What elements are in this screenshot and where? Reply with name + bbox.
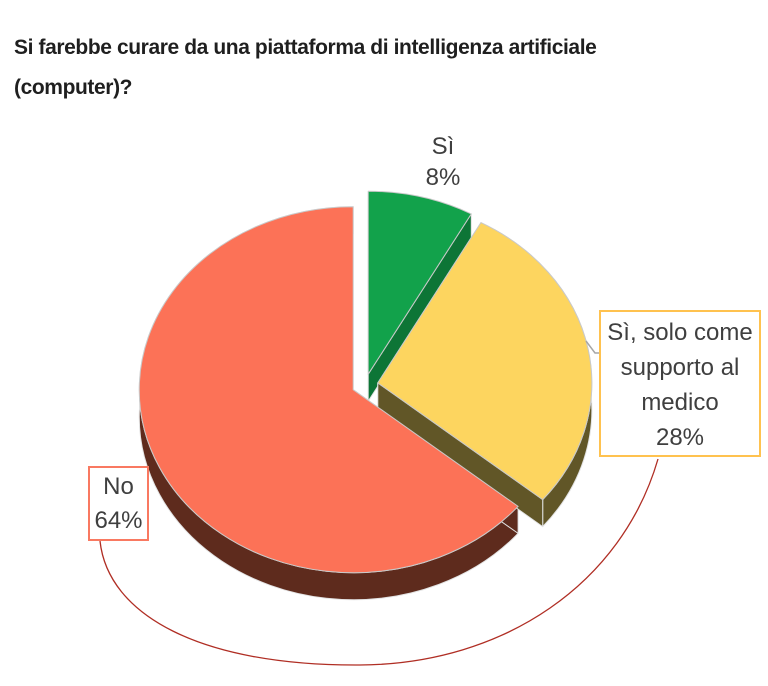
data-label-si-solo-line2: supporto al <box>620 354 740 381</box>
data-label-si-solo-line1: Sì, solo come <box>607 319 753 346</box>
data-label-si[interactable]: Sì 8% <box>403 131 483 193</box>
data-label-no[interactable]: No 64% <box>88 466 149 541</box>
pie-slice-no[interactable] <box>138 206 519 574</box>
data-label-si-solo-value: 28% <box>655 424 705 451</box>
chart-title-line2: (computer)? <box>14 76 133 99</box>
pie-slice-si-solo-supporto[interactable] <box>377 222 593 501</box>
leader-line-si-solo-supporto <box>585 340 599 354</box>
chart-title: Si farebbe curare da una piattaforma di … <box>14 28 714 108</box>
data-label-no-text: No <box>103 473 134 500</box>
pie-slice-si[interactable] <box>367 190 472 375</box>
data-label-si-solo-line3: medico <box>641 389 719 416</box>
data-label-si-text: Sì <box>431 133 455 160</box>
data-label-no-value: 64% <box>94 507 143 534</box>
data-label-si-solo-supporto[interactable]: Sì, solo come supporto al medico 28% <box>599 310 761 457</box>
chart-title-line1: Si farebbe curare da una piattaforma di … <box>14 36 597 59</box>
data-label-si-value: 8% <box>425 164 461 191</box>
leader-line-no <box>99 458 659 666</box>
